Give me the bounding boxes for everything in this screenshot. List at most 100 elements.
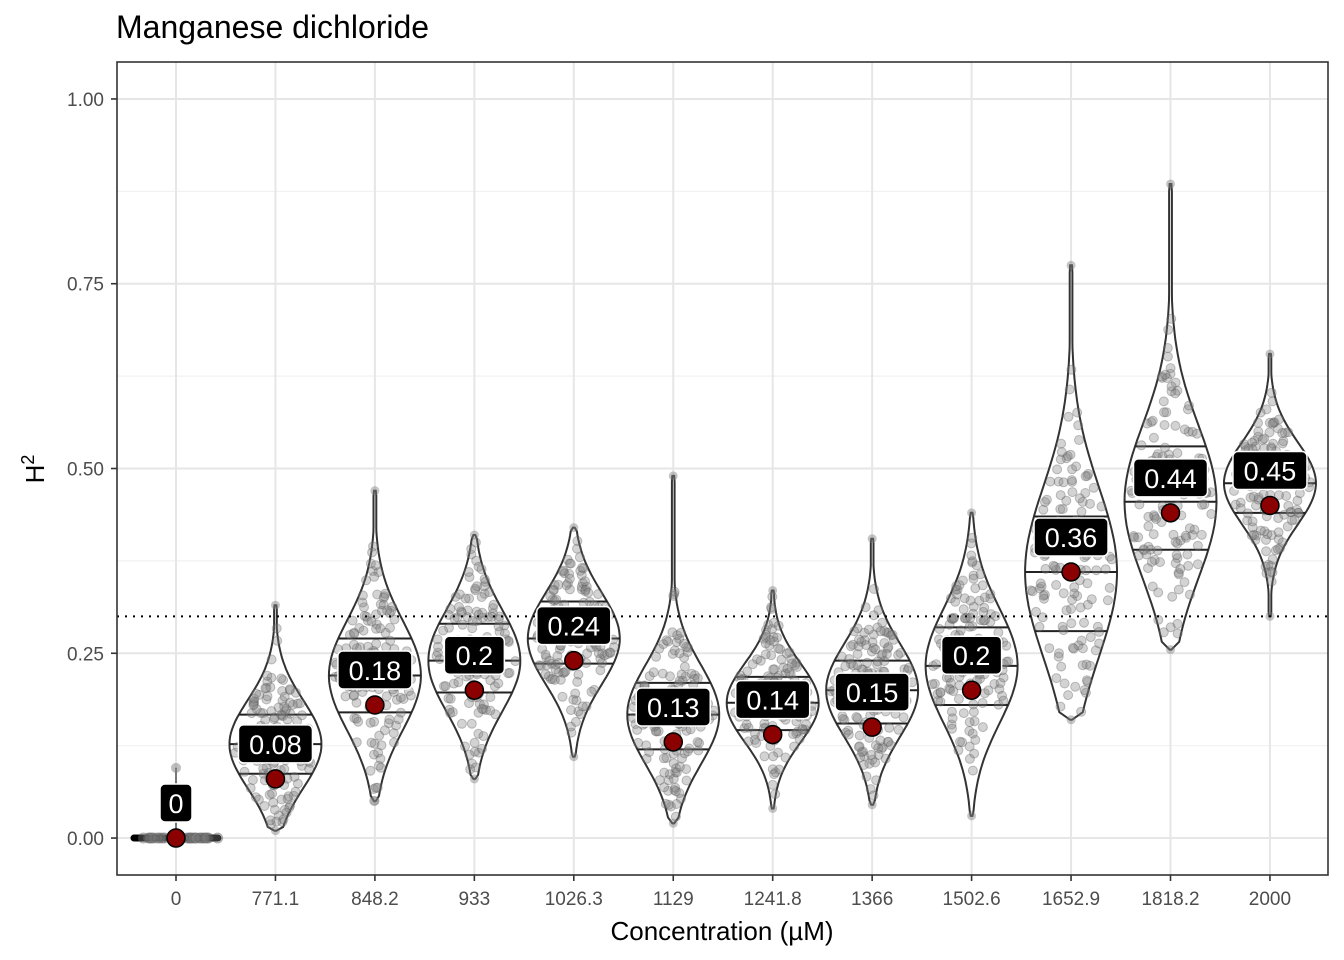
- x-axis: 0 771.1 848.2 933 1026.3 1129 1241.8 1366 1502.6…: [171, 875, 1291, 910]
- jitter-point: [944, 619, 955, 630]
- jitter-point: [1055, 701, 1066, 712]
- jitter-point: [953, 694, 964, 704]
- jitter-point: [1166, 179, 1175, 189]
- y-tick-label: 0.00: [67, 829, 104, 850]
- jitter-point: [558, 565, 569, 576]
- jitter-point: [450, 591, 461, 602]
- jitter-point: [781, 648, 792, 659]
- x-tick-label: 1366: [851, 889, 893, 910]
- jitter-point: [1003, 656, 1014, 667]
- jitter-point: [1076, 635, 1087, 646]
- jitter-point: [1080, 687, 1091, 698]
- jitter-point: [784, 667, 795, 678]
- jitter-point: [671, 767, 682, 778]
- jitter-point: [253, 794, 264, 805]
- jitter-point: [376, 740, 387, 751]
- jitter-point: [379, 591, 390, 602]
- jitter-point: [1136, 440, 1147, 451]
- jitter-point: [852, 713, 863, 724]
- mean-point: [166, 828, 186, 848]
- jitter-point: [770, 789, 781, 800]
- mean-label-box: [337, 650, 413, 690]
- jitter-point: [439, 681, 449, 692]
- jitter-point: [571, 695, 582, 706]
- jitter-point: [1076, 706, 1087, 717]
- jitter-point: [1055, 490, 1066, 501]
- jitter-point: [1066, 715, 1076, 725]
- jitter-point: [1268, 417, 1279, 428]
- jitter-point: [978, 606, 989, 617]
- jitter-point: [488, 599, 499, 610]
- jitter-point: [967, 621, 978, 632]
- jitter-point: [1051, 580, 1062, 590]
- jitter-point: [284, 685, 295, 696]
- jitter-point: [609, 642, 620, 653]
- jitter-point: [875, 626, 886, 637]
- jitter-point: [560, 666, 571, 677]
- jitter-point: [1069, 582, 1080, 593]
- jitter-point: [376, 605, 387, 616]
- jitter-point: [473, 561, 484, 572]
- mean-label-box: [940, 635, 1003, 675]
- mean-label: 0.18: [349, 656, 402, 686]
- mean-label-box: [443, 635, 506, 675]
- jitter-point: [367, 566, 378, 576]
- jitter-point: [368, 541, 379, 552]
- jitter-point: [1082, 578, 1093, 589]
- jitter-point: [261, 682, 272, 693]
- jitter-point: [663, 775, 674, 786]
- jitter-point: [664, 769, 675, 780]
- jitter-point: [1196, 529, 1207, 540]
- jitter-point: [985, 589, 996, 599]
- jitter-point: [1249, 435, 1260, 446]
- jitter-point: [269, 712, 280, 723]
- jitter-point: [997, 690, 1007, 701]
- jitter-point: [563, 578, 573, 589]
- jitter-point: [1076, 506, 1087, 517]
- jitter-point: [1040, 497, 1050, 508]
- jitter-point: [867, 534, 877, 544]
- jitter-point: [372, 782, 383, 793]
- jitter-point: [266, 706, 277, 716]
- jitter-point: [671, 637, 682, 648]
- jitter-point: [290, 687, 301, 698]
- jitter-point: [968, 573, 979, 584]
- jitter-point: [1170, 558, 1181, 569]
- jitter-point: [1281, 491, 1292, 501]
- jitter-point: [1277, 438, 1288, 449]
- jitter-point: [1163, 324, 1174, 335]
- jitter-point: [1249, 529, 1260, 540]
- jitter-point: [251, 688, 262, 699]
- jitter-point: [380, 588, 391, 599]
- jitter-point: [555, 674, 566, 685]
- y-tick-label: 0.50: [67, 460, 104, 481]
- jitter-point: [862, 657, 873, 668]
- jitter-point: [657, 668, 668, 679]
- jitter-point: [359, 610, 370, 621]
- jitter-point: [187, 832, 199, 844]
- jitter-point: [791, 728, 802, 739]
- jitter-point: [970, 734, 981, 745]
- jitter-point: [1133, 550, 1144, 561]
- jitter-point: [583, 587, 594, 598]
- jitter-point: [1293, 507, 1304, 518]
- jitter-point: [357, 597, 368, 608]
- jitter-point: [668, 758, 679, 769]
- jitter-point: [1146, 556, 1157, 567]
- jitter-point: [768, 803, 778, 813]
- jitter-point: [304, 764, 315, 774]
- jitter-point: [543, 671, 554, 682]
- mean-label-box: [1033, 517, 1109, 557]
- jitter-point: [270, 826, 280, 836]
- jitter-point: [1170, 420, 1181, 431]
- jitter-point: [1082, 470, 1093, 481]
- jitter-point: [1165, 363, 1176, 374]
- jitter-point: [679, 652, 690, 663]
- jitter-point: [868, 629, 879, 640]
- jitter-point: [1069, 588, 1080, 599]
- jitter-point: [1265, 349, 1275, 359]
- jitter-point: [575, 709, 586, 720]
- jitter-point: [185, 832, 197, 844]
- jitter-point: [369, 738, 380, 749]
- jitter-point: [668, 471, 678, 481]
